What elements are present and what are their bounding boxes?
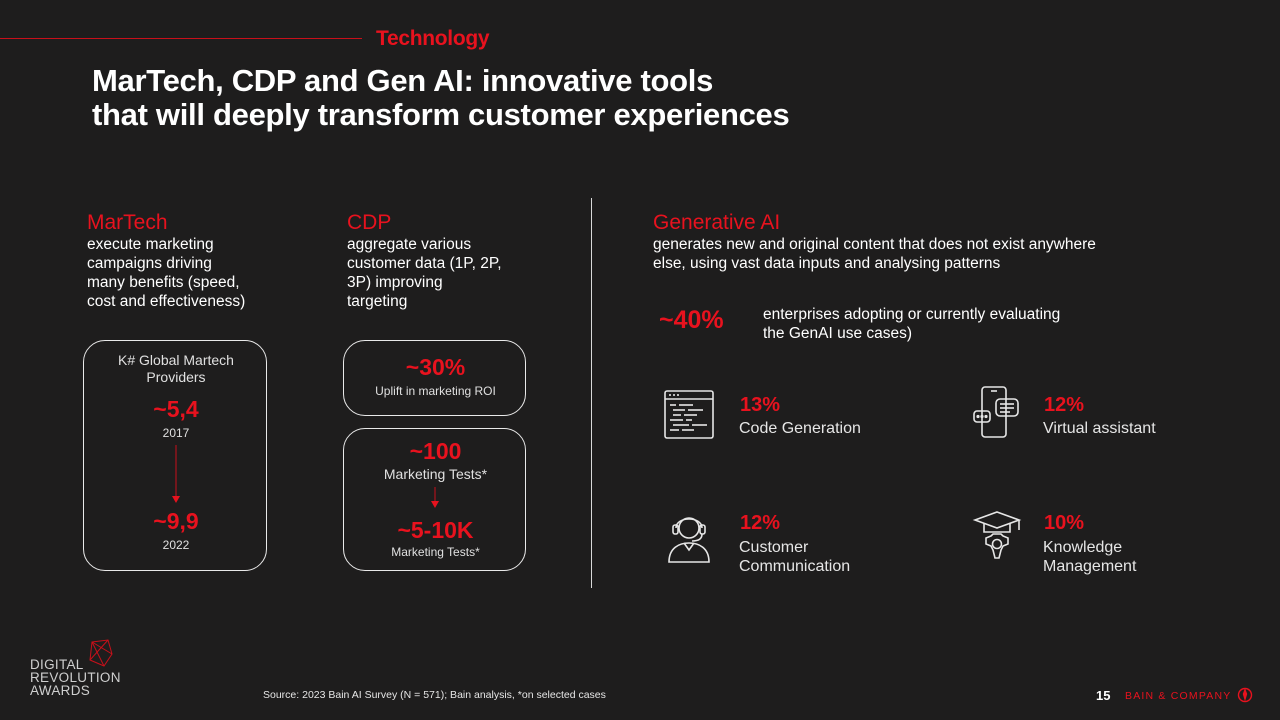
providers-2022-year: 2022 (162, 538, 190, 552)
virtual-assistant-pct: 12% (1044, 394, 1085, 416)
genai-description: generates new and original content that … (653, 236, 1096, 272)
brand-logo-icon (1237, 687, 1253, 708)
providers-label: K# Global Martech Providers (118, 352, 234, 385)
awards-logo: DIGITAL REVOLUTION AWARDS (30, 657, 121, 698)
genai-heading: Generative AI (653, 211, 781, 234)
page-number: 15 (1096, 688, 1111, 703)
code-generation-label: Code Generation (739, 420, 861, 437)
awards-logo-mark-icon (86, 638, 114, 673)
tests-before-value: ~100 (409, 438, 462, 464)
knowledge-management-pct: 10% (1044, 512, 1085, 534)
top-rule (0, 38, 362, 39)
tests-before-label: Marketing Tests* (383, 466, 488, 482)
down-arrow-icon (172, 445, 180, 503)
down-arrow-icon (431, 487, 439, 508)
column-divider (591, 198, 592, 588)
tests-after-label: Marketing Tests* (391, 545, 480, 559)
cdp-heading: CDP (347, 211, 392, 234)
roi-uplift-box: ~30% Uplift in marketing ROI (343, 340, 526, 416)
page-title: MarTech, CDP and Gen AI: innovative tool… (92, 63, 790, 132)
code-generation-pct: 13% (740, 394, 781, 416)
source-footnote: Source: 2023 Bain AI Survey (N = 571); B… (263, 689, 606, 701)
martech-description: execute marketing campaigns driving many… (87, 236, 246, 310)
roi-uplift-value: ~30% (405, 354, 466, 380)
genai-adoption-text: enterprises adopting or currently evalua… (763, 306, 1061, 342)
roi-uplift-label: Uplift in marketing ROI (375, 384, 496, 398)
tests-after-value: ~5-10K (397, 517, 474, 543)
section-label: Technology (376, 27, 490, 50)
knowledge-management-label: Knowledge Management (1043, 539, 1137, 575)
customer-communication-label: Customer Communication (739, 539, 851, 575)
phone-chat-icon (972, 385, 1020, 441)
code-window-icon (663, 389, 715, 441)
providers-2017-value: ~5,4 (153, 396, 199, 422)
virtual-assistant-label: Virtual assistant (1043, 420, 1156, 437)
martech-heading: MarTech (87, 211, 168, 234)
martech-providers-box: K# Global Martech Providers ~5,4 2017 ~9… (83, 340, 267, 571)
brand-name: BAIN & COMPANY (1125, 690, 1232, 702)
graduation-gear-icon (972, 508, 1022, 562)
customer-communication-pct: 12% (740, 512, 781, 534)
cdp-description: aggregate various customer data (1P, 2P,… (347, 236, 502, 310)
marketing-tests-box: ~100 Marketing Tests* ~5-10K Marketing T… (343, 428, 526, 571)
genai-adoption-value: ~40% (659, 306, 724, 334)
headset-agent-icon (665, 510, 713, 564)
providers-2022-value: ~9,9 (153, 508, 199, 534)
providers-2017-year: 2017 (162, 426, 190, 440)
